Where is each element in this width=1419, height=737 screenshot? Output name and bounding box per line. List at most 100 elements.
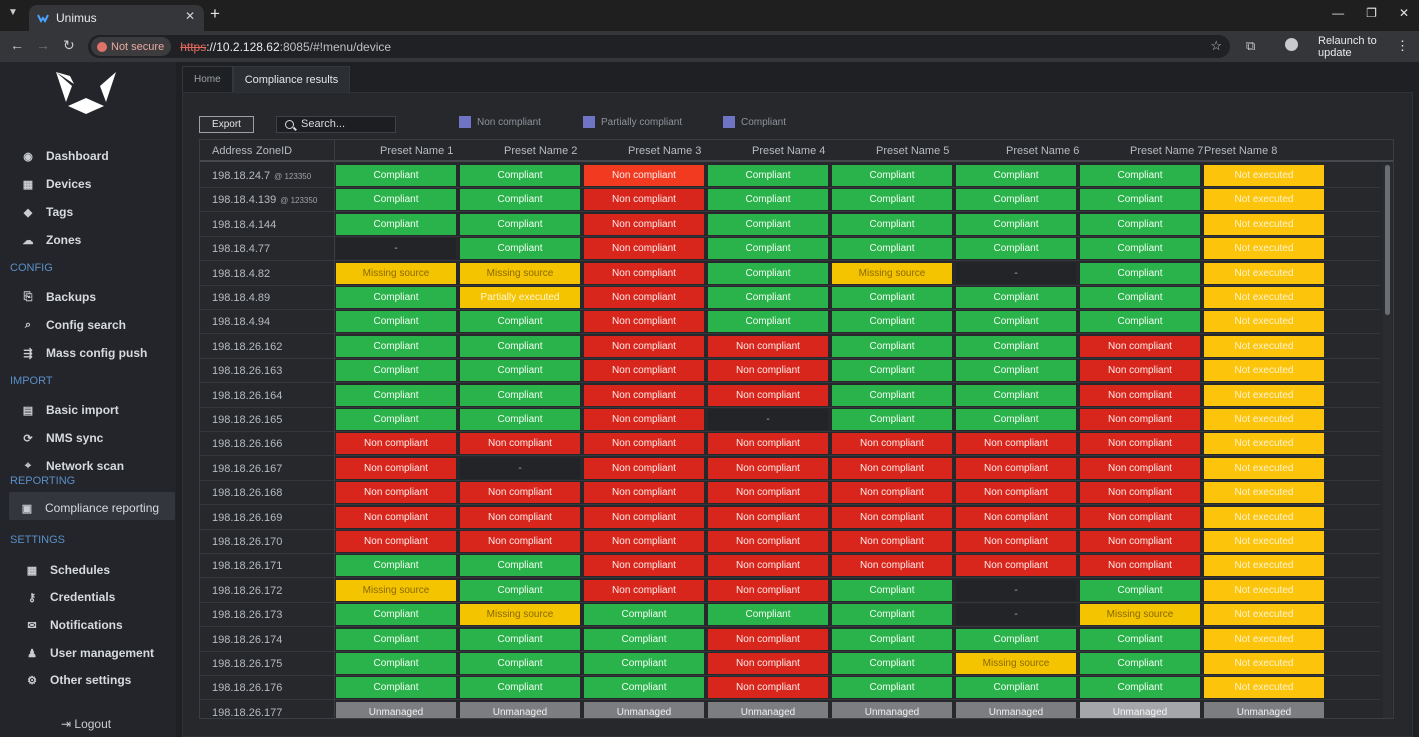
status-cell[interactable]: Compliant: [336, 677, 456, 698]
status-cell[interactable]: Missing source: [460, 263, 580, 284]
status-cell[interactable]: Non compliant: [1080, 482, 1200, 503]
status-cell[interactable]: Compliant: [336, 629, 456, 650]
device-address[interactable]: 198.18.26.164: [212, 390, 282, 402]
status-cell[interactable]: Compliant: [832, 287, 952, 308]
search-input[interactable]: [301, 118, 391, 130]
status-cell[interactable]: Compliant: [460, 214, 580, 235]
status-cell[interactable]: Compliant: [460, 653, 580, 674]
status-cell[interactable]: Non compliant: [832, 482, 952, 503]
status-cell[interactable]: Compliant: [1080, 263, 1200, 284]
omnibox[interactable]: Not secure https://10.2.128.62:8085/#!me…: [88, 35, 1230, 58]
table-row[interactable]: 198.18.26.163 Compliant Compliant Non compl…: [200, 359, 1380, 383]
sidebar-item-sync[interactable]: ⟳ NMS sync: [21, 431, 103, 445]
table-row[interactable]: 198.18.26.174 Compliant Compliant Compliant…: [200, 628, 1380, 652]
status-cell[interactable]: Unmanaged: [1204, 702, 1324, 718]
status-cell[interactable]: Compliant: [832, 653, 952, 674]
device-address[interactable]: 198.18.26.165: [212, 414, 282, 426]
status-cell[interactable]: Compliant: [336, 653, 456, 674]
status-cell[interactable]: Non compliant: [708, 385, 828, 406]
device-address[interactable]: 198.18.26.172: [212, 585, 282, 597]
scrollbar-thumb[interactable]: [1385, 165, 1390, 315]
header-preset-6[interactable]: Preset Name 6: [1006, 145, 1080, 157]
status-cell[interactable]: Compliant: [336, 287, 456, 308]
status-cell[interactable]: Compliant: [956, 311, 1076, 332]
status-cell[interactable]: Compliant: [832, 238, 952, 259]
status-cell[interactable]: Not executed: [1204, 629, 1324, 650]
status-cell[interactable]: Non compliant: [460, 507, 580, 528]
status-cell[interactable]: Non compliant: [1080, 531, 1200, 552]
status-cell[interactable]: Compliant: [336, 360, 456, 381]
status-cell[interactable]: Compliant: [460, 165, 580, 186]
browser-tab[interactable]: Unimus ✕: [29, 5, 204, 31]
table-row[interactable]: 198.18.26.176 Compliant Compliant Compliant…: [200, 676, 1380, 700]
status-cell[interactable]: Compliant: [956, 238, 1076, 259]
window-close-icon[interactable]: ✕: [1398, 6, 1409, 20]
header-preset-8[interactable]: Preset Name 8: [1204, 145, 1278, 157]
status-cell[interactable]: Compliant: [460, 336, 580, 357]
header-preset-4[interactable]: Preset Name 4: [752, 145, 826, 157]
status-cell[interactable]: Not executed: [1204, 336, 1324, 357]
status-cell[interactable]: Compliant: [1080, 311, 1200, 332]
status-cell[interactable]: Unmanaged: [708, 702, 828, 718]
status-cell[interactable]: Not executed: [1204, 531, 1324, 552]
status-cell[interactable]: Non compliant: [336, 482, 456, 503]
status-cell[interactable]: Compliant: [460, 189, 580, 210]
status-cell[interactable]: Compliant: [832, 409, 952, 430]
status-cell[interactable]: Missing source: [956, 653, 1076, 674]
status-cell[interactable]: Compliant: [460, 677, 580, 698]
status-cell[interactable]: Compliant: [336, 336, 456, 357]
status-cell[interactable]: Non compliant: [584, 238, 704, 259]
status-cell[interactable]: Not executed: [1204, 507, 1324, 528]
status-cell[interactable]: Compliant: [832, 311, 952, 332]
device-address[interactable]: 198.18.24.7 @ 123350: [212, 170, 311, 182]
status-cell[interactable]: Non compliant: [708, 531, 828, 552]
status-cell[interactable]: Non compliant: [1080, 458, 1200, 479]
status-cell[interactable]: Unmanaged: [1080, 702, 1200, 718]
status-cell[interactable]: Non compliant: [1080, 507, 1200, 528]
table-row[interactable]: 198.18.26.164 Compliant Compliant Non compl…: [200, 384, 1380, 408]
status-cell[interactable]: Non compliant: [460, 531, 580, 552]
status-cell[interactable]: Non compliant: [708, 507, 828, 528]
status-cell[interactable]: Compliant: [1080, 214, 1200, 235]
sidebar-item-dashboard[interactable]: ◉ Dashboard: [21, 149, 109, 163]
device-address[interactable]: 198.18.26.174: [212, 634, 282, 646]
sidebar-item-calendar[interactable]: ▦ Schedules: [25, 563, 110, 577]
status-cell[interactable]: Compliant: [336, 385, 456, 406]
status-cell[interactable]: Not executed: [1204, 238, 1324, 259]
bookmark-star-icon[interactable]: ☆: [1210, 38, 1222, 53]
status-cell[interactable]: Not executed: [1204, 263, 1324, 284]
status-cell[interactable]: Compliant: [460, 385, 580, 406]
not-secure-chip[interactable]: Not secure: [91, 37, 172, 56]
sidebar-item-backups[interactable]: ⎘ Backups: [21, 290, 96, 304]
status-cell[interactable]: Missing source: [336, 580, 456, 601]
status-cell[interactable]: Not executed: [1204, 214, 1324, 235]
sidebar-item-devices[interactable]: ▦ Devices: [21, 177, 92, 191]
status-cell[interactable]: Unmanaged: [956, 702, 1076, 718]
status-cell[interactable]: Non compliant: [584, 336, 704, 357]
status-cell[interactable]: Compliant: [336, 555, 456, 576]
sidebar-item-envelope[interactable]: ✉ Notifications: [25, 618, 122, 632]
status-cell[interactable]: Non compliant: [832, 433, 952, 454]
header-preset-1[interactable]: Preset Name 1: [380, 145, 454, 157]
device-address[interactable]: 198.18.4.144: [212, 219, 276, 231]
status-cell[interactable]: Non compliant: [708, 360, 828, 381]
sidebar-item-scan[interactable]: ⌖ Network scan: [21, 459, 124, 473]
sidebar-item-key[interactable]: ⚷ Credentials: [25, 590, 115, 604]
status-cell[interactable]: Compliant: [708, 238, 828, 259]
status-cell[interactable]: Compliant: [1080, 189, 1200, 210]
table-row[interactable]: 198.18.26.177 Unmanaged Unmanaged Unmanaged…: [200, 701, 1380, 718]
forward-icon[interactable]: →: [36, 37, 50, 53]
status-cell[interactable]: Compliant: [336, 409, 456, 430]
status-cell[interactable]: Non compliant: [1080, 336, 1200, 357]
status-cell[interactable]: Non compliant: [956, 555, 1076, 576]
device-address[interactable]: 198.18.26.170: [212, 536, 282, 548]
status-cell[interactable]: Non compliant: [956, 507, 1076, 528]
search-box[interactable]: [276, 115, 396, 133]
status-cell[interactable]: Non compliant: [584, 360, 704, 381]
status-cell[interactable]: Missing source: [460, 604, 580, 625]
sidebar-item-push[interactable]: ⇶ Mass config push: [21, 346, 147, 360]
status-cell[interactable]: Partially executed: [460, 287, 580, 308]
status-cell[interactable]: Non compliant: [1080, 555, 1200, 576]
status-cell[interactable]: Missing source: [832, 263, 952, 284]
status-cell[interactable]: Unmanaged: [832, 702, 952, 718]
